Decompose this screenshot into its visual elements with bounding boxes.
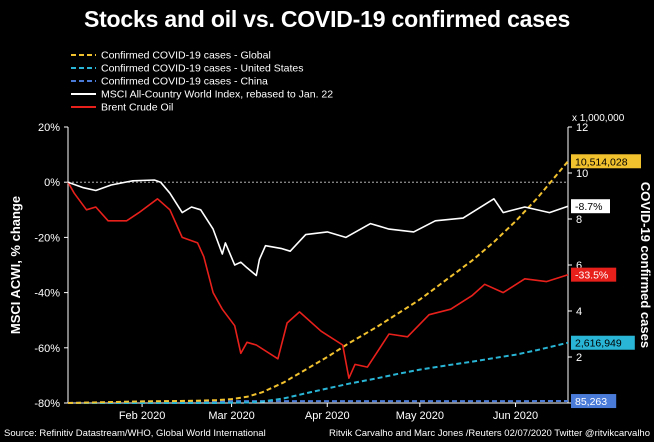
- series-line-confirmed-covid-19-cases-united-states: [68, 341, 569, 404]
- legend-item-msci-all-country-world-index-rebased-to-jan-22: MSCI All-Country World Index, rebased to…: [71, 89, 333, 101]
- right-axis-title: COVID-19 confirmed cases: [638, 182, 653, 348]
- chart-axes: 20%0%-20%-40%-60%-80%024681012x 1,000,00…: [8, 113, 653, 422]
- left-tick-label: 20%: [38, 122, 60, 134]
- right-axis-unit: x 1,000,000: [572, 113, 625, 124]
- end-label-text: -33.5%: [575, 270, 608, 282]
- end-label-box: [571, 154, 641, 169]
- left-tick-label: -60%: [34, 343, 60, 355]
- chart-series: [67, 160, 569, 404]
- left-tick-label: -40%: [34, 288, 60, 300]
- x-tick-label: Apr 2020: [305, 410, 350, 422]
- right-tick-label: 12: [576, 122, 588, 134]
- legend-label: Brent Crude Oil: [101, 102, 173, 114]
- source-note: Source: Refinitiv Datastream/WHO, Global…: [4, 428, 266, 439]
- end-label-confirmed-covid-19-cases-global: 10,514,028: [571, 154, 641, 169]
- series-line-confirmed-covid-19-cases-china: [67, 400, 569, 404]
- end-label-box: [571, 394, 617, 409]
- legend-item-confirmed-covid-19-cases-china: Confirmed COVID-19 cases - China: [71, 76, 268, 88]
- right-tick-label: 10: [576, 168, 588, 180]
- legend: Confirmed COVID-19 cases - GlobalConfirm…: [71, 50, 333, 114]
- x-tick-label: Mar 2020: [208, 410, 254, 422]
- end-label-msci-all-country-world-index-rebased-to-jan-22: -8.7%: [571, 199, 610, 214]
- right-tick-label: 2: [576, 352, 582, 364]
- end-label-text: 2,616,949: [575, 338, 622, 350]
- right-tick-label: 8: [576, 214, 582, 226]
- left-axis-title: MSCI ACWI, % change: [8, 196, 23, 334]
- right-tick-label: 6: [576, 260, 582, 272]
- chart-title: Stocks and oil vs. COVID-19 confirmed ca…: [83, 6, 571, 32]
- x-tick-label: Jun 2020: [493, 410, 538, 422]
- end-label-text: -8.7%: [575, 201, 602, 213]
- end-label-box: [571, 335, 635, 350]
- legend-item-confirmed-covid-19-cases-united-states: Confirmed COVID-19 cases - United States: [71, 63, 304, 75]
- series-line-confirmed-covid-19-cases-global: [67, 160, 569, 404]
- series-line-msci-all-country-world-index-rebased-to-jan-22: [67, 179, 569, 277]
- legend-label: Confirmed COVID-19 cases - Global: [101, 50, 271, 62]
- right-tick-label: 4: [576, 306, 582, 318]
- left-tick-label: -20%: [34, 232, 60, 244]
- end-label-text: 85,263: [575, 396, 607, 408]
- x-tick-label: Feb 2020: [119, 410, 165, 422]
- credit-note: Ritvik Carvalho and Marc Jones /Reuters …: [329, 428, 650, 439]
- end-label-text: 10,514,028: [575, 156, 628, 168]
- x-tick-label: May 2020: [396, 410, 444, 422]
- end-label-confirmed-covid-19-cases-united-states: 2,616,949: [571, 335, 635, 350]
- legend-item-brent-crude-oil: Brent Crude Oil: [71, 102, 173, 114]
- end-label-brent-crude-oil: -33.5%: [571, 267, 617, 282]
- series-line-brent-crude-oil: [67, 181, 569, 379]
- end-labels: 10,514,028 2,616,949 85,263 -8.7% -33.5%: [571, 154, 641, 409]
- end-label-confirmed-covid-19-cases-china: 85,263: [571, 394, 617, 409]
- end-label-box: [571, 199, 610, 214]
- end-label-box: [571, 267, 617, 282]
- left-tick-label: 0%: [44, 177, 60, 189]
- legend-label: Confirmed COVID-19 cases - China: [101, 76, 268, 88]
- left-tick-label: -80%: [34, 398, 60, 410]
- legend-item-confirmed-covid-19-cases-global: Confirmed COVID-19 cases - Global: [71, 50, 271, 62]
- legend-label: MSCI All-Country World Index, rebased to…: [101, 89, 333, 101]
- legend-label: Confirmed COVID-19 cases - United States: [101, 63, 304, 75]
